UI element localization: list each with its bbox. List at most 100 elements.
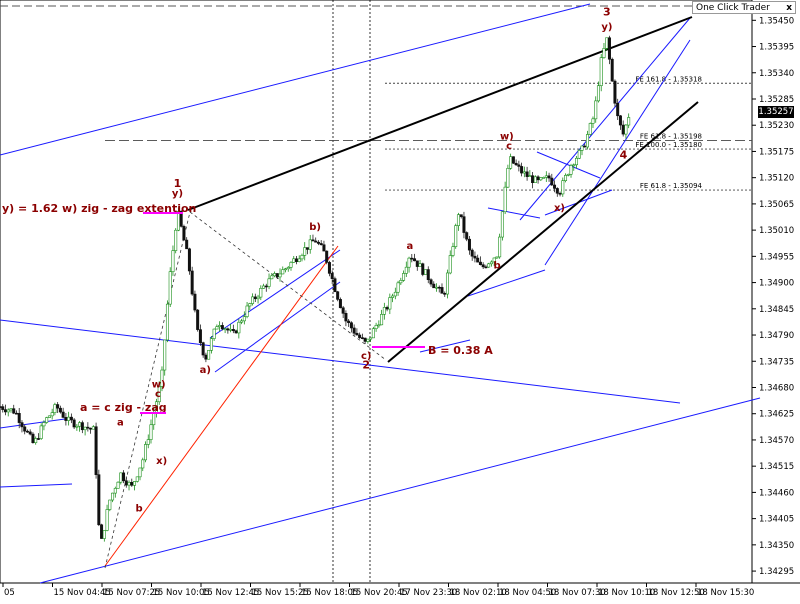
candle-body: [157, 386, 161, 403]
time-tick-label: 17 Nov 23:30: [400, 588, 457, 598]
candle-body: [105, 509, 109, 531]
candle-body: [413, 258, 417, 262]
candle-body: [78, 422, 82, 427]
lower-trend-line: [387, 101, 699, 363]
candle-body: [289, 262, 293, 268]
candle-body: [240, 320, 244, 323]
wave-label: b: [136, 503, 143, 514]
candle-body: [528, 175, 532, 178]
candle-body: [182, 226, 186, 241]
trend-channel-line: [487, 207, 541, 219]
candle-body: [102, 530, 106, 539]
one-click-trader-panel[interactable]: One Click Trader x: [692, 1, 796, 14]
candle-body: [146, 439, 150, 445]
candle-body: [456, 214, 460, 226]
candle-body: [111, 492, 115, 501]
price-tick-label: 1.34405: [759, 515, 794, 525]
candle-body: [360, 337, 364, 339]
candle-body: [613, 80, 617, 104]
wave-label: x): [156, 456, 167, 467]
price-tick-label: 1.35450: [759, 16, 794, 26]
close-icon[interactable]: x: [786, 2, 792, 13]
candle-body: [459, 214, 463, 217]
candle-body: [144, 444, 148, 461]
candle-body: [605, 37, 609, 49]
candle-body: [50, 412, 54, 417]
trend-channel-line: [0, 483, 73, 488]
wave-connector: [189, 211, 387, 361]
candle-body: [42, 422, 46, 427]
candle-body: [124, 480, 128, 486]
candle-body: [91, 426, 95, 430]
candle-body: [514, 162, 518, 166]
candle-body: [382, 307, 386, 315]
price-tick-label: 1.34900: [759, 279, 794, 289]
candle-body: [426, 269, 430, 280]
time-tick-label: 15 Nov 04:45: [54, 588, 111, 598]
candle-body: [542, 177, 546, 179]
candle-body: [262, 285, 266, 289]
wave-label: w): [152, 379, 166, 390]
candle-body: [39, 425, 43, 439]
price-tick-label: 1.35065: [759, 200, 794, 210]
candle-body: [209, 338, 213, 351]
candle-body: [621, 124, 625, 135]
candle-body: [89, 427, 93, 430]
candle-body: [607, 37, 611, 60]
candle-body: [385, 307, 389, 310]
candle-body: [561, 180, 565, 195]
candle-body: [45, 417, 49, 423]
candle-body: [550, 177, 554, 186]
candle-body: [410, 257, 414, 260]
candle-body: [344, 313, 348, 322]
price-tick-label: 1.34295: [759, 567, 794, 577]
candle-body: [467, 238, 471, 251]
candle-body: [229, 329, 233, 331]
price-tick-label: 1.34845: [759, 305, 794, 315]
candle-body: [627, 117, 631, 126]
candle-body: [141, 459, 145, 469]
candle-body: [421, 263, 425, 275]
candle-body: [583, 145, 587, 148]
candle-body: [294, 258, 298, 262]
candle-body: [451, 246, 455, 256]
wave-label: c: [506, 141, 512, 152]
candle-body: [6, 409, 10, 413]
candle-body: [322, 244, 326, 252]
candle-body: [108, 499, 112, 510]
candle-body: [242, 316, 246, 322]
candle-body: [555, 188, 559, 194]
wave-label: 2: [362, 358, 370, 371]
wave-label: c: [155, 389, 161, 400]
candle-body: [234, 330, 238, 334]
candle-body: [330, 273, 334, 279]
candle-body: [489, 261, 493, 265]
candle-body: [198, 329, 202, 343]
candle-body: [363, 337, 367, 342]
candle-body: [525, 171, 529, 177]
one-click-trader-title: One Click Trader: [696, 2, 770, 13]
candle-body: [34, 438, 38, 444]
candle-body: [522, 171, 526, 174]
wave-label: a): [200, 365, 211, 376]
candle-body: [204, 354, 208, 360]
candle-body: [12, 408, 16, 414]
candle-body: [286, 267, 290, 270]
price-tick-label: 1.34570: [759, 436, 794, 446]
candle-body: [484, 266, 488, 269]
candle-body: [377, 324, 381, 327]
candle-body: [245, 305, 249, 317]
price-tick-label: 1.35120: [759, 174, 794, 184]
candle-body: [520, 166, 524, 174]
candle-body: [445, 272, 449, 295]
candle-body: [498, 236, 502, 258]
candle-body: [585, 134, 589, 148]
candle-body: [100, 524, 104, 539]
candle-body: [305, 247, 309, 250]
candle-body: [443, 293, 447, 295]
candle-body: [0, 406, 2, 408]
candle-body: [358, 334, 362, 338]
wave-label: a: [406, 241, 413, 252]
